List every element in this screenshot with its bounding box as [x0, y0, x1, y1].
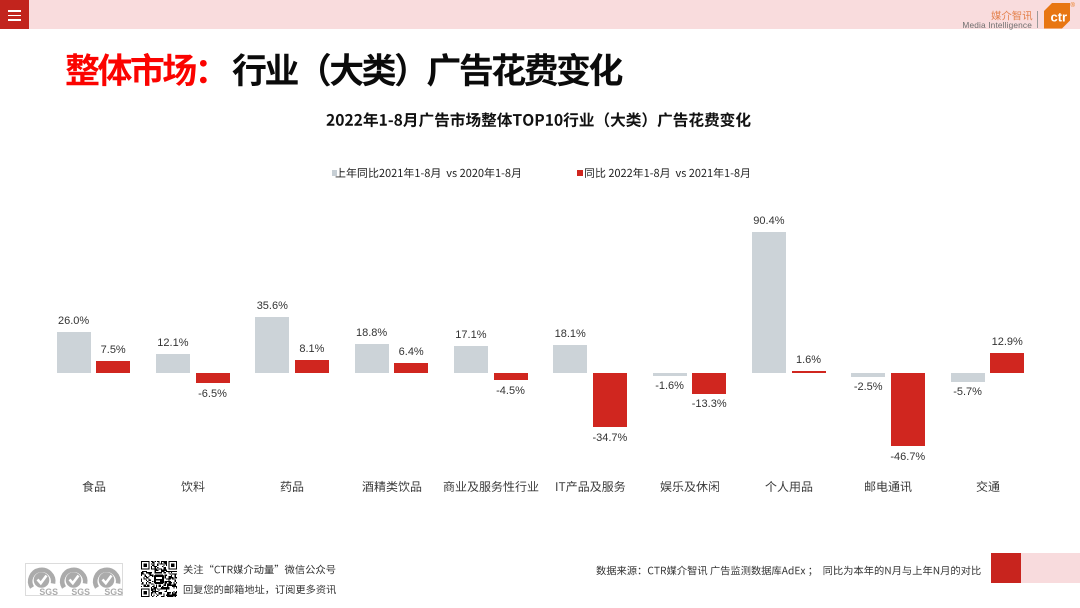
svg-text:SGS: SGS — [39, 587, 58, 596]
svg-text:ctr: ctr — [1050, 9, 1067, 24]
svg-text:SGS: SGS — [71, 587, 90, 596]
svg-text:SGS: SGS — [104, 587, 123, 596]
